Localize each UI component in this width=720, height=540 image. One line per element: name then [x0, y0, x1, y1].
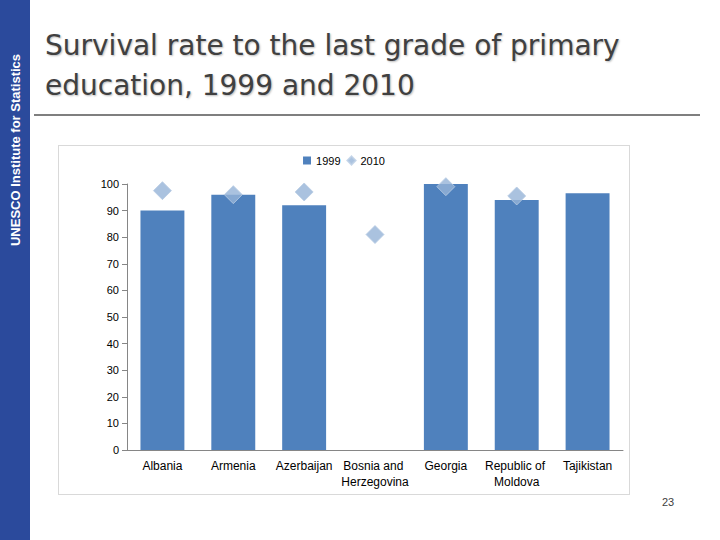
html-text:UNESCO Institute for Statistic: UNESCO Institute for Statistics	[7, 53, 23, 247]
svg-text:0: 0	[113, 444, 119, 456]
svg-text:Bosnia and: Bosnia and	[343, 459, 406, 473]
svg-text:Azerbaijan: Azerbaijan	[276, 459, 333, 473]
svg-text:Moldova: Moldova	[494, 475, 540, 489]
svg-text:50: 50	[107, 311, 119, 323]
svg-text:30: 30	[107, 364, 119, 376]
svg-text:90: 90	[107, 205, 119, 217]
html-text:23: 23	[662, 496, 675, 508]
svg-text:60: 60	[107, 284, 119, 296]
svg-text:10: 10	[107, 417, 119, 429]
svg-text:Tajikistan: Tajikistan	[563, 459, 612, 473]
svg-text:Armenia: Armenia	[211, 459, 256, 473]
svg-text:Albania: Albania	[142, 459, 182, 473]
svg-text:Herzegovina: Herzegovina	[341, 475, 409, 489]
html-text:Survival rate to the last grad: Survival rate to the last grade of prima…	[45, 29, 620, 102]
svg-text:1999: 1999	[316, 155, 340, 167]
svg-text:40: 40	[107, 338, 119, 350]
svg-text:80: 80	[107, 231, 119, 243]
svg-text:Republic of: Republic of	[485, 459, 548, 473]
svg-text:Georgia: Georgia	[425, 459, 468, 473]
svg-text:20: 20	[107, 391, 119, 403]
svg-text:100: 100	[101, 178, 119, 190]
svg-text:70: 70	[107, 258, 119, 270]
svg-text:2010: 2010	[361, 155, 385, 167]
